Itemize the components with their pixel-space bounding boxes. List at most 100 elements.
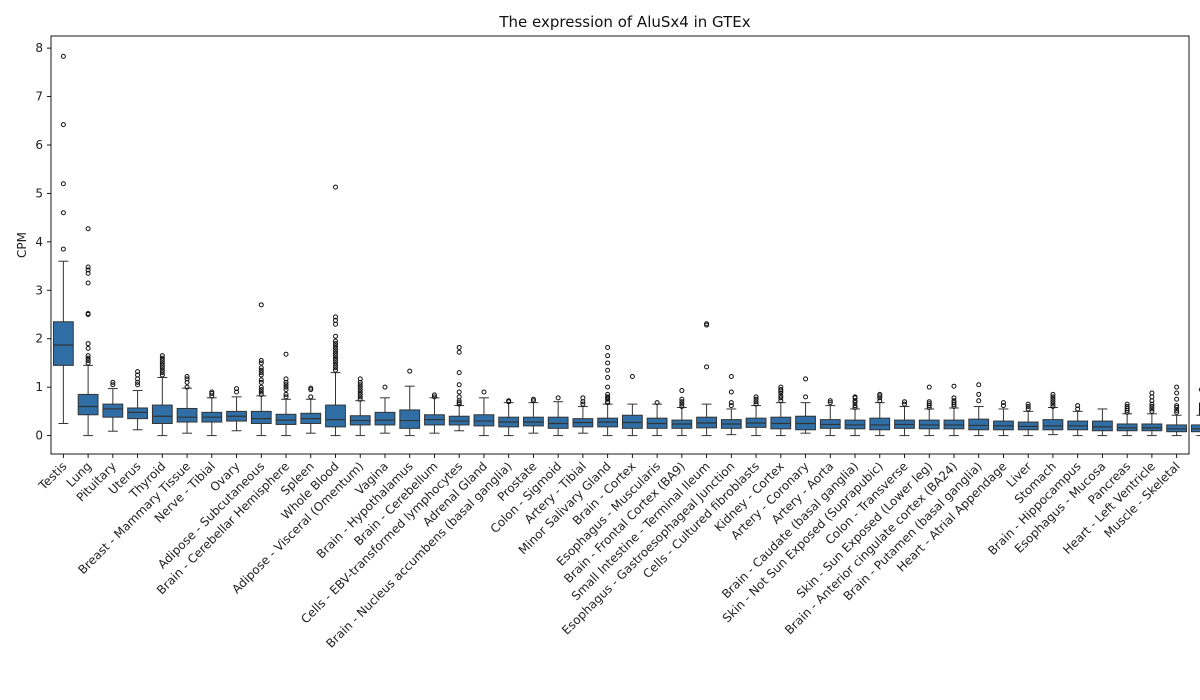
outlier-point xyxy=(704,321,710,327)
outlier-point xyxy=(258,302,264,308)
box-27 xyxy=(696,321,717,437)
outlier-point xyxy=(209,389,215,395)
box-8 xyxy=(226,386,247,432)
box-iqr xyxy=(621,414,643,429)
outlier-point xyxy=(1149,406,1155,412)
outlier-point xyxy=(159,367,165,373)
outlier-point xyxy=(333,362,338,368)
box-31 xyxy=(795,376,816,434)
outlier-point xyxy=(184,379,190,385)
outlier-point xyxy=(1198,404,1200,409)
outlier-point xyxy=(357,384,363,390)
outlier-point xyxy=(803,376,809,382)
outlier-point xyxy=(654,400,660,406)
outlier-point xyxy=(85,264,91,270)
outlier-point xyxy=(258,367,264,373)
outlier-point xyxy=(60,181,66,187)
box-16 xyxy=(424,392,445,434)
outlier-point xyxy=(357,394,363,400)
outlier-point xyxy=(728,400,734,406)
outlier-point xyxy=(580,401,586,407)
outlier-point xyxy=(357,391,363,397)
outlier-point xyxy=(357,376,363,382)
outlier-point xyxy=(877,391,883,397)
box-iqr xyxy=(473,414,495,427)
outlier-point xyxy=(877,395,883,401)
box-44 xyxy=(1116,401,1138,437)
outlier-point xyxy=(357,382,363,388)
outlier-point xyxy=(852,403,858,409)
outlier-point xyxy=(530,396,536,402)
outlier-point xyxy=(258,370,264,376)
outlier-point xyxy=(159,355,165,361)
outlier-point xyxy=(753,399,759,405)
box-11 xyxy=(300,385,322,434)
outlier-point xyxy=(431,394,437,400)
outlier-point xyxy=(333,314,338,320)
outlier-point xyxy=(605,384,611,390)
outlier-point xyxy=(258,389,264,395)
y-tick-label: 6 xyxy=(35,138,43,152)
outlier-point xyxy=(1050,404,1056,410)
outlier-point xyxy=(926,401,932,407)
box-26 xyxy=(671,388,693,437)
outlier-point xyxy=(85,353,91,359)
outlier-point xyxy=(333,333,338,339)
box-24 xyxy=(621,374,643,437)
box-iqr xyxy=(77,393,99,416)
outlier-point xyxy=(1025,406,1031,412)
outlier-point xyxy=(456,389,462,395)
outlier-point xyxy=(803,394,809,400)
outlier-point xyxy=(258,391,264,397)
outlier-point xyxy=(1050,391,1056,397)
outlier-point xyxy=(1174,409,1180,415)
outlier-point xyxy=(333,365,338,371)
outlier-point xyxy=(258,387,264,393)
box-12 xyxy=(325,184,346,437)
outlier-point xyxy=(333,317,338,323)
outlier-point xyxy=(85,280,91,286)
outlier-point xyxy=(1198,406,1200,412)
outlier-point xyxy=(258,372,264,378)
box-33 xyxy=(844,394,866,437)
outlier-point xyxy=(605,353,611,359)
outlier-point xyxy=(1149,390,1155,396)
outlier-point xyxy=(333,341,338,347)
y-tick-label: 5 xyxy=(35,186,43,200)
outlier-point xyxy=(258,384,264,390)
outlier-point xyxy=(333,338,338,344)
outlier-point xyxy=(456,349,462,355)
box-40 xyxy=(1017,401,1039,437)
box-45 xyxy=(1141,390,1163,437)
outlier-point xyxy=(679,404,685,410)
outlier-point xyxy=(283,376,289,382)
outlier-point xyxy=(283,391,289,397)
outlier-point xyxy=(85,341,91,347)
outlier-point xyxy=(481,389,487,395)
box-42 xyxy=(1067,403,1089,437)
outlier-point xyxy=(159,358,165,364)
outlier-point xyxy=(85,345,91,351)
outlier-point xyxy=(333,360,338,366)
outlier-point xyxy=(159,372,165,378)
y-axis: 0 1 2 3 4 5 6 7 8 xyxy=(35,41,51,443)
outlier-point xyxy=(456,400,462,406)
outlier-point xyxy=(1124,404,1130,410)
outlier-point xyxy=(431,392,437,398)
box-iqr xyxy=(547,416,569,429)
outlier-point xyxy=(778,395,784,401)
outlier-point xyxy=(951,400,957,406)
box-iqr xyxy=(968,418,990,431)
outlier-point xyxy=(1025,401,1031,407)
outlier-point xyxy=(605,360,611,366)
outlier-point xyxy=(333,348,338,354)
outlier-point xyxy=(333,353,338,359)
outlier-point xyxy=(333,358,338,364)
outlier-point xyxy=(778,390,784,396)
outlier-point xyxy=(679,399,685,405)
outlier-point xyxy=(1174,384,1180,390)
outlier-point xyxy=(184,384,190,390)
y-tick-label: 7 xyxy=(35,90,43,104)
box-iqr xyxy=(176,407,198,423)
